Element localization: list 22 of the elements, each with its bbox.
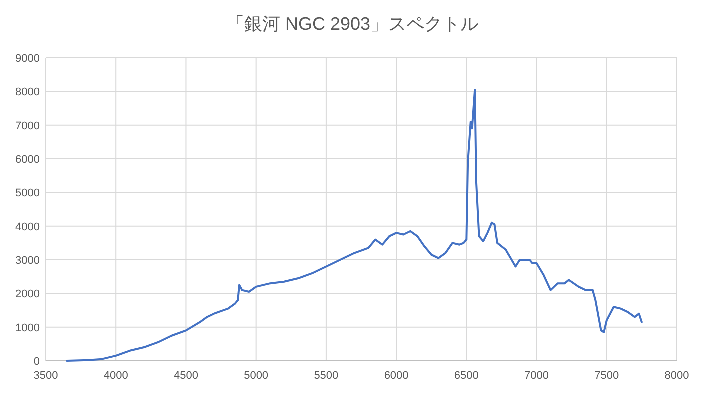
x-tick-label: 7000 (524, 370, 550, 382)
y-tick-label: 6000 (16, 154, 40, 166)
x-tick-label: 6000 (384, 370, 409, 382)
y-tick-label: 3000 (16, 255, 40, 267)
x-tick-label: 8000 (664, 370, 690, 382)
y-tick-label: 8000 (16, 86, 40, 99)
x-tick-label: 4500 (174, 370, 198, 382)
x-tick-label: 4000 (104, 370, 128, 382)
x-tick-label: 7500 (594, 370, 620, 382)
y-tick-label: 7000 (16, 120, 40, 132)
x-tick-label: 6500 (454, 370, 479, 382)
x-tick-label: 3500 (34, 370, 58, 382)
y-tick-label: 5000 (16, 188, 40, 200)
y-tick-label: 1000 (16, 322, 40, 334)
y-tick-label: 4000 (16, 221, 40, 234)
x-tick-label: 5000 (244, 370, 269, 382)
x-tick-label: 5500 (314, 370, 339, 382)
y-tick-label: 0 (34, 356, 40, 368)
y-tick-label: 2000 (16, 288, 40, 301)
y-tick-label: 9000 (16, 53, 40, 65)
chart-title: 「銀河 NGC 2903」スペクトル (226, 14, 479, 34)
line-series (66, 88, 643, 362)
